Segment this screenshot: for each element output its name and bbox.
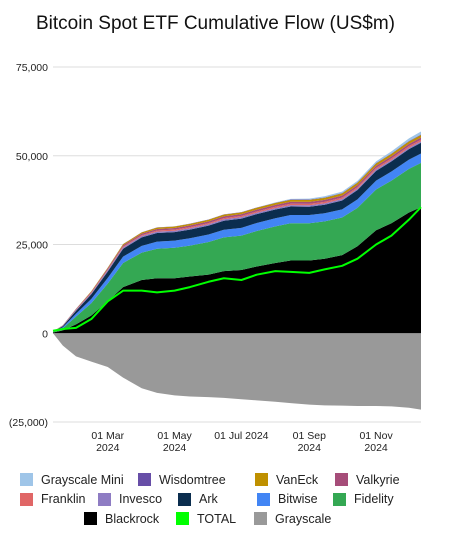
legend-item: TOTAL	[176, 512, 236, 526]
legend-label: Bitwise	[278, 492, 318, 507]
area-grayscale	[53, 333, 421, 410]
x-tick-label-line: 2024	[163, 442, 187, 454]
legend-item: Valkyrie	[335, 473, 400, 487]
legend-label: Grayscale	[275, 511, 332, 526]
legend-swatch	[138, 473, 151, 487]
y-tick-label: 25,000	[16, 240, 48, 252]
legend-label: Ark	[199, 492, 218, 507]
y-axis-ticks: 75,000 50,000 25,000 0 (25,000)	[9, 62, 48, 429]
legend-label: Fidelity	[354, 492, 394, 507]
x-tick-label: 01 Mar 2024	[91, 430, 124, 454]
legend-item: Fidelity	[333, 492, 394, 506]
line-total	[52, 206, 422, 332]
y-tick-label: (25,000)	[9, 417, 48, 429]
legend-label: Grayscale Mini	[41, 472, 124, 487]
x-tick-label-line: 2024	[96, 442, 120, 454]
area-fidelity	[53, 162, 421, 333]
legend-item: Invesco	[98, 492, 162, 506]
legend-item: VanEck	[255, 473, 318, 487]
legend-swatch	[20, 492, 33, 506]
x-tick-label: 01 May 2024	[157, 430, 192, 454]
legend-swatch	[176, 512, 189, 526]
legend-item: Bitwise	[257, 492, 318, 506]
legend-swatch	[257, 492, 270, 506]
chart-legend: Grayscale Mini Wisdomtree VanEck Valkyrie F…	[0, 470, 455, 529]
legend-label: Wisdomtree	[159, 472, 226, 487]
x-tick-label-line: 2024	[298, 442, 322, 454]
legend-label: TOTAL	[197, 511, 237, 526]
legend-item: Grayscale	[254, 512, 331, 526]
x-tick-label: 01 Sep 2024	[293, 430, 326, 454]
x-tick-label: 01 Jul 2024	[214, 430, 268, 442]
legend-label: Invesco	[119, 492, 163, 507]
legend-item: Franklin	[20, 492, 85, 506]
legend-label: VanEck	[276, 472, 319, 487]
legend-item: Ark	[178, 492, 218, 506]
legend-row: Blackrock TOTAL Grayscale	[0, 509, 455, 529]
legend-row: Grayscale Mini Wisdomtree VanEck Valkyrie	[0, 470, 455, 490]
area-blackrock	[53, 207, 421, 334]
x-tick-label-line: 01 Mar	[91, 430, 124, 442]
legend-item: Blackrock	[84, 512, 159, 526]
series-lines	[52, 206, 422, 332]
y-tick-label: 50,000	[16, 151, 48, 163]
x-tick-label-line: 01 May	[157, 430, 192, 442]
chart-title: Bitcoin Spot ETF Cumulative Flow (US$m)	[36, 13, 395, 34]
x-tick-label: 01 Nov 2024	[359, 430, 393, 454]
x-tick-label-line: 01 Sep	[293, 430, 326, 442]
legend-item: Wisdomtree	[138, 473, 226, 487]
legend-label: Valkyrie	[356, 472, 400, 487]
stacked-areas	[53, 131, 421, 410]
legend-swatch	[178, 492, 191, 506]
legend-swatch	[20, 473, 33, 487]
legend-swatch	[335, 473, 348, 487]
x-tick-label-line: 2024	[364, 442, 388, 454]
legend-label: Franklin	[41, 492, 86, 507]
legend-swatch	[98, 492, 111, 506]
legend-label: Blackrock	[105, 511, 160, 526]
legend-swatch	[255, 473, 268, 487]
x-tick-label-line: 01 Jul 2024	[214, 430, 268, 442]
legend-row: Franklin Invesco Ark Bitwise Fidelity	[0, 490, 455, 510]
y-tick-label: 0	[42, 328, 48, 340]
legend-item: Grayscale Mini	[20, 473, 124, 487]
legend-swatch	[84, 512, 97, 526]
legend-swatch	[254, 512, 267, 526]
x-tick-label-line: 01 Nov	[359, 430, 393, 442]
y-tick-label: 75,000	[16, 62, 48, 74]
legend-swatch	[333, 492, 346, 506]
